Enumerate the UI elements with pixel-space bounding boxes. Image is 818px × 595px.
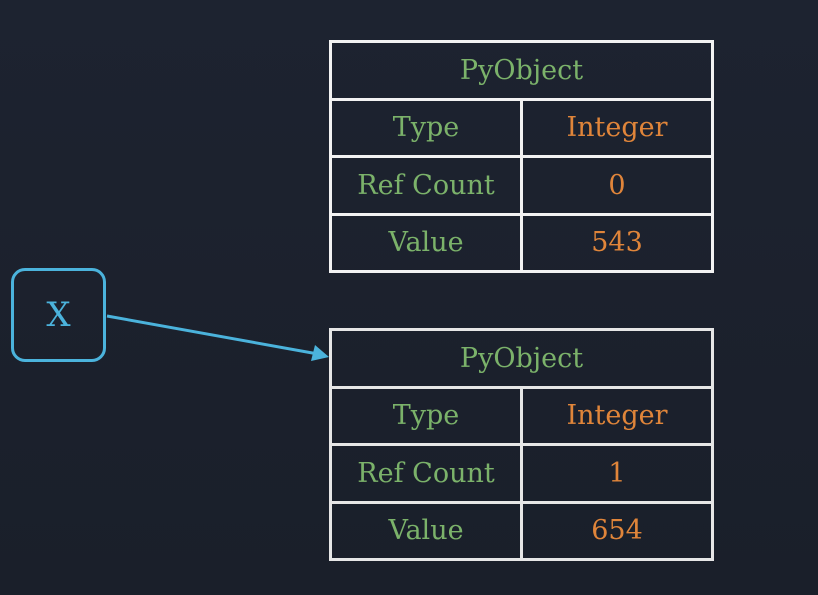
reference-arrow-head [311,345,329,361]
value-value: 654 [520,500,714,561]
reference-arrow-line [106,314,319,356]
value-label: Value [329,212,523,273]
pyobject-header-row: PyObject [329,40,714,101]
pyobject-header: PyObject [329,328,714,389]
pyobject-table-current: PyObject Type Integer Ref Count 1 Value … [329,328,714,561]
type-row: Type Integer [329,385,714,446]
refcount-value: 1 [520,443,714,504]
value-row: Value 543 [329,212,714,273]
type-value: Integer [520,97,714,158]
type-value: Integer [520,385,714,446]
variable-x-node: X [11,268,106,362]
pyobject-table-old: PyObject Type Integer Ref Count 0 Value … [329,40,714,273]
pyobject-header: PyObject [329,40,714,101]
value-label: Value [329,500,523,561]
refcount-row: Ref Count 0 [329,155,714,216]
type-label: Type [329,97,523,158]
pyobject-header-row: PyObject [329,328,714,389]
value-row: Value 654 [329,500,714,561]
type-label: Type [329,385,523,446]
value-value: 543 [520,212,714,273]
refcount-row: Ref Count 1 [329,443,714,504]
variable-name: X [46,295,71,335]
type-row: Type Integer [329,97,714,158]
refcount-value: 0 [520,155,714,216]
refcount-label: Ref Count [329,443,523,504]
refcount-label: Ref Count [329,155,523,216]
